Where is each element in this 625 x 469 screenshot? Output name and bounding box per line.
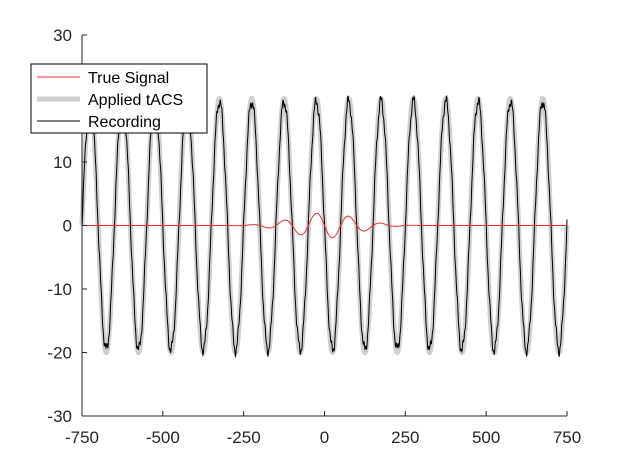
y-tick-label: -10 bbox=[47, 280, 72, 299]
legend-label-recording: Recording bbox=[88, 114, 161, 131]
y-tick-label: 30 bbox=[53, 26, 72, 45]
x-tick-label: -750 bbox=[65, 428, 99, 447]
x-tick-label: 500 bbox=[472, 428, 500, 447]
legend-label-true-signal: True Signal bbox=[88, 70, 169, 87]
y-tick-label: -20 bbox=[47, 344, 72, 363]
x-tick-label: 750 bbox=[553, 428, 581, 447]
series-recording bbox=[81, 93, 568, 358]
legend-label-applied-tacs: Applied tACS bbox=[88, 92, 183, 109]
x-tick-label: 250 bbox=[391, 428, 419, 447]
legend: True Signal Applied tACS Recording bbox=[30, 63, 208, 134]
x-tick-label: -500 bbox=[146, 428, 180, 447]
x-tick-label: -250 bbox=[227, 428, 261, 447]
y-tick-label: 10 bbox=[53, 153, 72, 172]
series-layer bbox=[79, 93, 570, 358]
y-tick-label: 0 bbox=[63, 217, 72, 236]
x-tick-label: 0 bbox=[320, 428, 329, 447]
series-true-signal bbox=[82, 212, 567, 239]
y-tick-label: -30 bbox=[47, 407, 72, 426]
